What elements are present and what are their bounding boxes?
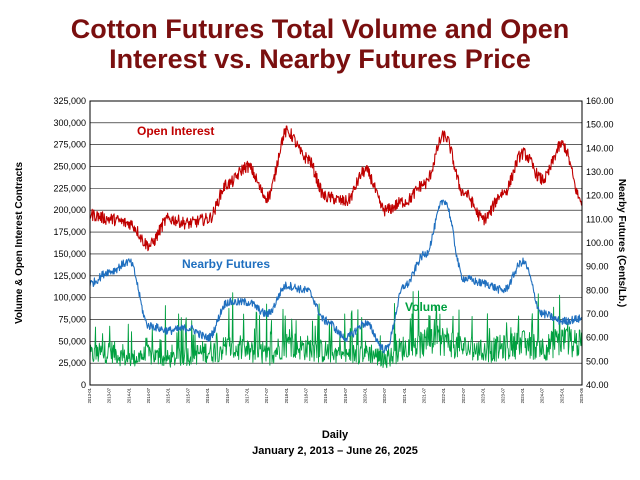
left-tick-label: 0 [81,380,86,390]
date-range: January 2, 2013 – June 26, 2025 [252,445,418,457]
x-tick-label: 2022-07 [461,387,466,403]
label-open-interest: Open Interest [137,124,214,138]
x-tick-label: 2014-01 [126,387,131,403]
y-axis-left-title: Volume & Open Interest Contracts [14,162,25,325]
right-tick-label: 140.00 [586,143,614,153]
series-nearby-futures-line [89,199,583,354]
series-layer [89,125,583,369]
right-axis-ticks: 40.00 50.00 60.00 70.00 80.00 90.00 100.00 110.… [586,96,614,390]
right-tick-label: 80.00 [586,285,609,295]
left-tick-label: 225,000 [53,183,86,193]
chart-title-line-1: Cotton Futures Total Volume and Open [70,14,570,44]
left-axis-ticks: 0 25,000 50,000 75,000 100,000 125,000 150,000… [53,96,86,390]
x-tick-label: 2020-01 [363,387,368,403]
left-tick-label: 150,000 [53,249,86,259]
right-tick-label: 90.00 [586,262,609,272]
x-axis-ticks: 2013-01 2013-07 2014-01 2014-07 2015-01 2015-… [87,387,584,403]
right-tick-label: 160.00 [586,96,614,106]
x-tick-label: 2018-07 [303,387,308,403]
left-tick-label: 300,000 [53,118,86,128]
x-tick-label: 2021-07 [422,387,427,403]
x-axis-title: Daily [322,429,349,441]
x-tick-label: 2015-01 [166,387,171,403]
x-tick-label: 2017-01 [244,387,249,403]
x-tick-label: 2014-07 [146,387,151,403]
left-tick-label: 275,000 [53,140,86,150]
left-tick-label: 250,000 [53,162,86,172]
right-tick-label: 60.00 [586,333,609,343]
x-tick-label: 2024-01 [520,387,525,403]
label-nearby-futures: Nearby Futures [182,257,270,271]
x-tick-label: 2023-01 [481,387,486,403]
right-tick-label: 130.00 [586,167,614,177]
x-tick-label: 2017-07 [264,387,269,403]
left-tick-label: 75,000 [58,314,86,324]
label-volume: Volume [405,300,448,314]
x-tick-label: 2025-01 [559,387,564,403]
right-tick-label: 100.00 [586,238,614,248]
y-axis-right-title: Nearby Futures (Cents/Lb.) [616,179,627,307]
series-open-interest-line [89,125,583,252]
x-tick-label: 2016-01 [205,387,210,403]
x-tick-label: 2015-07 [185,387,190,403]
plot-frame [89,100,583,386]
x-tick-label: 2018-01 [284,387,289,403]
right-tick-label: 40.00 [586,380,609,390]
x-tick-label: 2021-01 [402,387,407,403]
right-tick-label: 120.00 [586,191,614,201]
x-tick-label: 2023-07 [500,387,505,403]
left-tick-label: 200,000 [53,205,86,215]
left-tick-label: 325,000 [53,96,86,106]
x-tick-label: 2025-06 [579,387,584,403]
gridlines [90,100,582,386]
left-tick-label: 125,000 [53,271,86,281]
x-tick-label: 2019-01 [323,387,328,403]
left-tick-label: 50,000 [58,336,86,346]
x-tick-label: 2022-01 [441,387,446,403]
series-volume-line [89,290,583,369]
x-tick-label: 2016-07 [225,387,230,403]
right-tick-label: 70.00 [586,309,609,319]
x-tick-label: 2024-07 [540,387,545,403]
right-tick-label: 150.00 [586,120,614,130]
x-tick-label: 2013-01 [87,387,92,403]
left-tick-label: 175,000 [53,227,86,237]
right-tick-label: 50.00 [586,356,609,366]
left-tick-label: 100,000 [53,293,86,303]
x-tick-label: 2020-07 [382,387,387,403]
chart-title-line-2: Interest vs. Nearby Futures Price [109,44,531,74]
left-tick-label: 25,000 [58,358,86,368]
x-tick-label: 2019-07 [343,387,348,403]
right-tick-label: 110.00 [586,214,613,224]
x-tick-label: 2013-07 [107,387,112,403]
